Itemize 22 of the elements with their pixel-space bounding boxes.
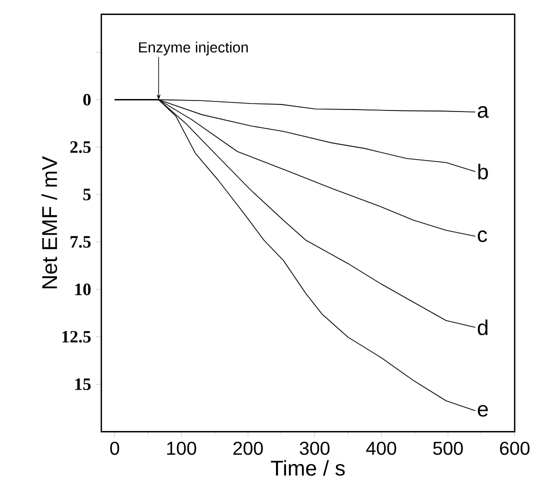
x-tick-label: 200 <box>233 442 263 455</box>
x-tick-label: 400 <box>366 442 396 455</box>
y-tick-label: 15 <box>75 378 91 390</box>
y-axis-title: Net EMF / mV <box>41 156 58 288</box>
x-tick-label: 0 <box>110 442 120 455</box>
y-tick-label: 2.5 <box>70 141 91 153</box>
y-tick-label: 10 <box>75 284 91 296</box>
x-tick-label: 300 <box>300 442 330 455</box>
y-tick-label: 0 <box>83 94 91 106</box>
series-label: d <box>478 320 488 336</box>
series-label: e <box>478 404 488 417</box>
annotation: Enzyme injection <box>139 42 248 56</box>
x-axis-title: Time / s <box>270 460 345 476</box>
x-tick-label: 600 <box>500 442 530 455</box>
series-label: b <box>478 164 488 180</box>
y-tick-label: 5 <box>83 188 91 200</box>
y-tick-label: 12.5 <box>62 330 91 343</box>
series-label: c <box>478 230 488 242</box>
y-tick-label: 7.5 <box>70 236 91 248</box>
series-label: a <box>478 106 489 118</box>
x-tick-label: 100 <box>167 442 196 455</box>
x-tick-label: 500 <box>433 442 463 455</box>
